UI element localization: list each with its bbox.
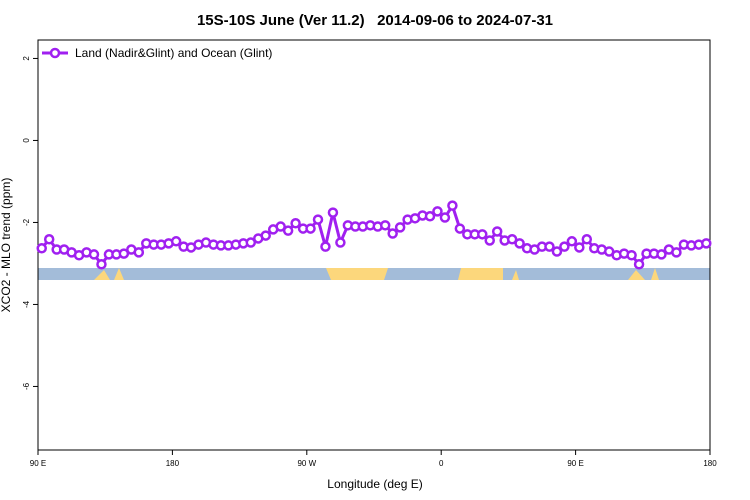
x-tick-label: 0: [439, 459, 444, 468]
data-point: [88, 249, 100, 260]
x-tick-label: 180: [703, 459, 717, 468]
x-tick-label: 90 E: [30, 459, 46, 468]
x-tick-label: 90 W: [297, 459, 316, 468]
data-point: [506, 234, 518, 245]
y-tick-label: -4: [22, 300, 31, 308]
data-point: [581, 234, 593, 245]
data-point: [118, 248, 130, 259]
x-axis-label: Longitude (deg E): [327, 477, 422, 491]
data-point: [133, 247, 145, 258]
data-point: [170, 236, 182, 247]
land-band: [114, 268, 124, 280]
data-point: [387, 228, 398, 239]
data-point: [43, 234, 55, 245]
data-point: [312, 214, 324, 225]
data-point: [335, 237, 346, 248]
data-point: [559, 241, 570, 252]
data-point: [439, 212, 451, 223]
data-point: [379, 220, 391, 231]
data-point: [514, 238, 525, 249]
data-point: [394, 222, 406, 233]
data-point: [574, 242, 585, 253]
x-tick-label: 180: [166, 459, 180, 468]
y-tick-label: -6: [22, 382, 31, 390]
data-point: [454, 223, 466, 234]
data-point: [551, 246, 563, 257]
y-tick-label: 2: [22, 56, 31, 61]
data-point: [305, 223, 316, 234]
legend-label: Land (Nadir&Glint) and Ocean (Glint): [75, 46, 272, 60]
plot-frame: [37, 39, 711, 451]
data-point: [290, 218, 301, 229]
data-point: [424, 211, 436, 222]
y-tick-label: 0: [22, 138, 31, 143]
data-point: [633, 259, 645, 270]
data-point: [96, 259, 107, 270]
data-point: [701, 238, 712, 249]
data-point: [671, 247, 682, 258]
y-tick-label: -2: [22, 218, 31, 226]
data-point: [275, 221, 286, 232]
data-point: [432, 206, 443, 217]
data-point: [484, 235, 495, 246]
land-ocean-strip: [38, 268, 710, 280]
data-point: [245, 237, 257, 248]
data-point: [656, 249, 667, 260]
land-band: [512, 270, 519, 280]
land-band: [628, 270, 645, 280]
data-point: [320, 241, 331, 252]
data-point: [282, 225, 294, 236]
land-band: [651, 268, 659, 280]
data-point: [327, 207, 339, 218]
land-band: [458, 268, 503, 280]
land-band: [326, 268, 388, 280]
data-point: [260, 230, 271, 241]
chart-title: 15S-10S June (Ver 11.2) 2014-09-06 to 20…: [197, 12, 553, 29]
land-band: [94, 270, 110, 280]
x-tick-label: 90 E: [567, 459, 583, 468]
y-axis-label: XCO2 - MLO trend (ppm): [0, 178, 13, 313]
data-point: [477, 229, 488, 240]
legend-marker: [49, 47, 61, 59]
data-point: [36, 243, 47, 254]
data-point: [626, 250, 637, 261]
data-point: [491, 226, 503, 237]
data-point: [544, 241, 555, 252]
data-point: [566, 236, 578, 247]
data-point: [447, 200, 458, 211]
